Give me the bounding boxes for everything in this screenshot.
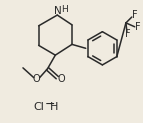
Text: F: F: [132, 10, 138, 20]
Text: −: −: [45, 98, 56, 111]
Text: N: N: [54, 6, 62, 16]
Text: O: O: [33, 74, 40, 84]
Text: F: F: [135, 22, 141, 32]
Text: H: H: [50, 102, 58, 112]
Text: F: F: [125, 29, 131, 39]
Text: O: O: [57, 74, 65, 84]
Text: H: H: [61, 5, 67, 14]
Text: Cl: Cl: [33, 102, 44, 112]
